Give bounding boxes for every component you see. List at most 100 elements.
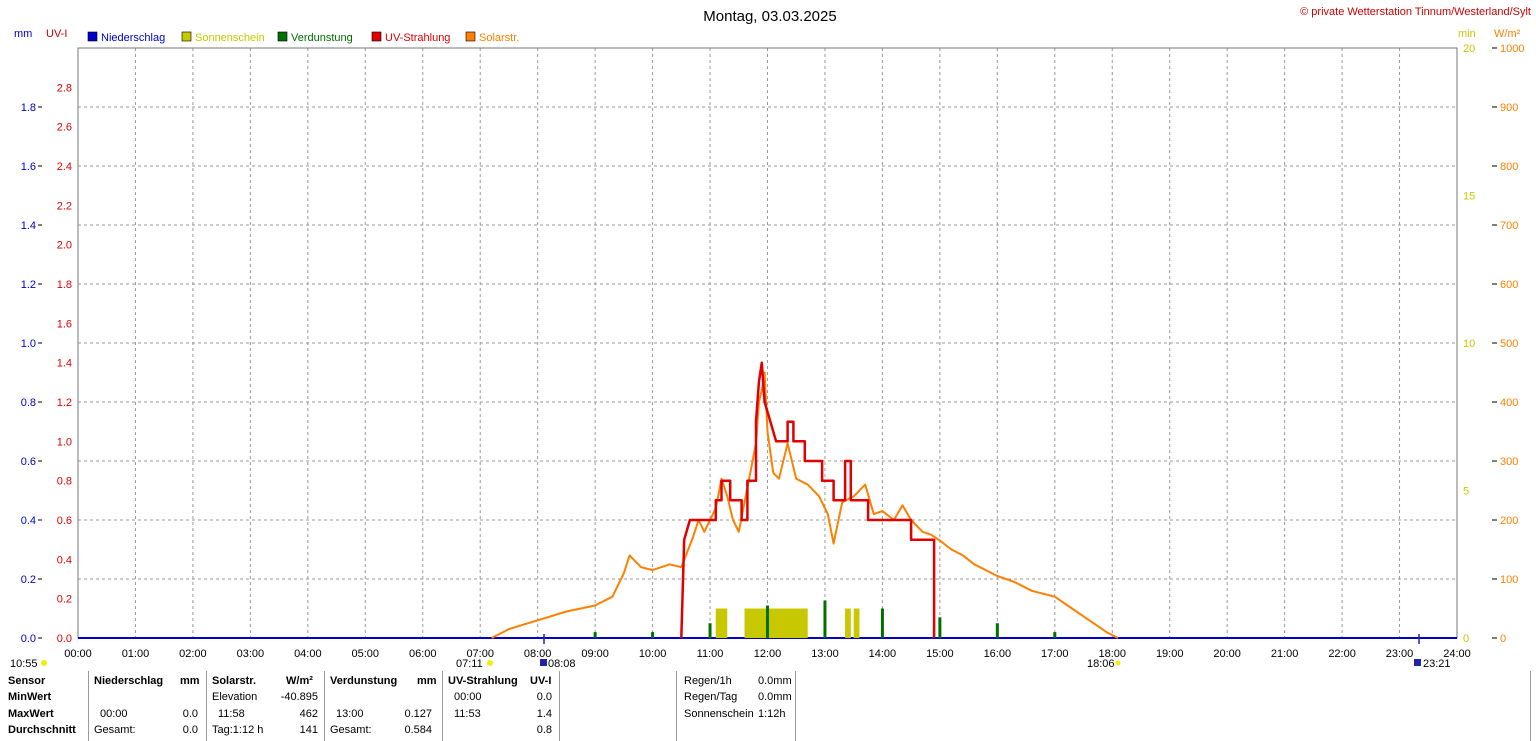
- avg-nied-t: Gesamt:: [94, 724, 136, 736]
- uv-tick-label: 1.6: [57, 318, 72, 330]
- sunshine-bar: [853, 608, 860, 638]
- x-tick-label: 11:00: [697, 648, 724, 660]
- evaporation-bar: [766, 605, 769, 638]
- evaporation-bar: [593, 632, 597, 638]
- left-time-label: 10:55: [10, 658, 38, 670]
- x-tick-label: 05:00: [352, 648, 380, 660]
- hdr-solar: Solarstr.: [212, 675, 257, 687]
- uv-tick-label: 2.4: [57, 161, 72, 173]
- table-divider: [795, 671, 796, 741]
- uv-tick-label: 0.2: [57, 594, 72, 606]
- x-tick-label: 04:00: [294, 648, 322, 660]
- evaporation-bar: [823, 600, 827, 638]
- table-divider: [324, 671, 325, 741]
- hdr-uv: UV-Strahlung: [448, 675, 518, 687]
- copyright-text: © private Wetterstation Tinnum/Westerlan…: [1300, 6, 1531, 18]
- dawn-label: 07:11: [456, 658, 483, 670]
- right-time-label: 23:21: [1423, 658, 1451, 670]
- x-tick-label: 01:00: [122, 648, 150, 660]
- wm2-tick-label: 300: [1500, 456, 1518, 468]
- avg-nied-v: 0.0: [182, 724, 198, 736]
- sunrise-label: 08:08: [548, 658, 576, 670]
- uv-tick-label: 2.0: [57, 240, 72, 252]
- mm-tick-label: 0.6: [21, 456, 36, 468]
- x-tick-label: 00:00: [64, 648, 92, 660]
- sunrise-icon: [540, 659, 547, 666]
- unit-mm: mm: [14, 28, 32, 40]
- uv-tick-label: 0.4: [57, 554, 72, 566]
- x-tick-label: 09:00: [581, 648, 609, 660]
- sun-icon: [1115, 660, 1121, 666]
- hdr-uvi: UV-I: [530, 675, 552, 687]
- max-solar-t: 11:58: [218, 708, 245, 720]
- max-verd-v: 0.127: [404, 708, 432, 720]
- legend-label: UV-Strahlung: [385, 32, 450, 44]
- mm-tick-label: 1.4: [21, 220, 36, 232]
- summary-value-3: 1:12h: [758, 708, 786, 720]
- min-tick-label: 5: [1463, 486, 1469, 498]
- x-tick-label: 22:00: [1328, 648, 1356, 660]
- axes: 00:00 01:00 02:00 03:00 04:00 05:00 06:00 07:00…: [21, 43, 1525, 660]
- summary-label-3: Sonnenschein: [684, 708, 754, 720]
- x-tick-label: 14:00: [869, 648, 897, 660]
- legend-swatch: [277, 31, 288, 42]
- uv-tick-label: 2.6: [57, 122, 72, 134]
- sun-icon: [487, 660, 493, 666]
- legend-swatch: [87, 31, 98, 42]
- avg-uv-v: 0.8: [536, 724, 552, 736]
- evaporation-bar: [938, 617, 942, 638]
- min-tick-label: 0: [1463, 633, 1469, 645]
- mm-tick-label: 1.8: [21, 102, 36, 114]
- hdr-verdunstung: Verdunstung: [330, 675, 398, 687]
- legend-label: Niederschlag: [101, 32, 165, 44]
- table-divider: [676, 671, 677, 741]
- moon-icon: [1414, 659, 1421, 666]
- wm2-tick-label: 100: [1500, 574, 1518, 586]
- uv-tick-label: 0.8: [57, 476, 72, 488]
- uv-tick-label: 1.8: [57, 279, 72, 291]
- wm2-tick-label: 1000: [1500, 43, 1524, 55]
- legend-swatch: [371, 31, 382, 42]
- max-nied-v: 0.0: [182, 708, 198, 720]
- x-tick-label: 15:00: [926, 648, 954, 660]
- avg-solar-v: 141: [299, 724, 318, 736]
- legend: Niederschlag Sonnenschein Verdunstung UV-St…: [87, 31, 519, 44]
- table-divider: [442, 671, 443, 741]
- wm2-tick-label: 800: [1500, 161, 1518, 173]
- evaporation-bar: [708, 623, 712, 638]
- avg-solar-t: Tag:1:12 h: [212, 724, 264, 736]
- x-tick-label: 21:00: [1271, 648, 1299, 660]
- evaporation-bar: [651, 632, 655, 638]
- min-tick-label: 10: [1463, 338, 1475, 350]
- weather-chart: Montag, 03.03.2025 © private Wetterstati…: [10, 6, 1531, 670]
- table-divider: [1530, 671, 1531, 741]
- x-tick-label: 08:00: [524, 648, 552, 660]
- bars: [593, 600, 1057, 638]
- min-solar-t: Elevation: [212, 691, 258, 703]
- unit-uvi: UV-I: [46, 28, 67, 40]
- table-divider: [206, 671, 207, 741]
- uv-tick-label: 0.0: [57, 633, 72, 645]
- time-markers: 10:55 07:11 08:08 18:06 23:21: [10, 634, 1451, 670]
- grid: [78, 47, 1457, 638]
- sunshine-bar: [715, 608, 728, 638]
- mm-tick-label: 0.2: [21, 574, 36, 586]
- wm2-tick-label: 900: [1500, 102, 1518, 114]
- hdr-niederschlag: Niederschlag: [94, 675, 164, 687]
- x-tick-label: 10:00: [639, 648, 667, 660]
- uv-tick-label: 1.2: [57, 397, 72, 409]
- max-solar-v: 462: [299, 708, 318, 720]
- summary-label-2: Regen/Tag: [684, 691, 738, 703]
- mm-tick-label: 0.4: [21, 515, 36, 527]
- sunset-label: 18:06: [1087, 658, 1115, 670]
- x-tick-label: 18:00: [1098, 648, 1126, 660]
- min-uv-v: 0.0: [536, 691, 552, 703]
- sunshine-bar: [845, 608, 851, 638]
- table-divider: [88, 671, 89, 741]
- evaporation-bar: [995, 623, 999, 638]
- mm-tick-label: 0.8: [21, 397, 36, 409]
- min-tick-label: 15: [1463, 191, 1475, 203]
- row-min-label: MinWert: [8, 691, 52, 703]
- evaporation-bar: [1053, 632, 1057, 638]
- legend-label: Verdunstung: [291, 32, 353, 44]
